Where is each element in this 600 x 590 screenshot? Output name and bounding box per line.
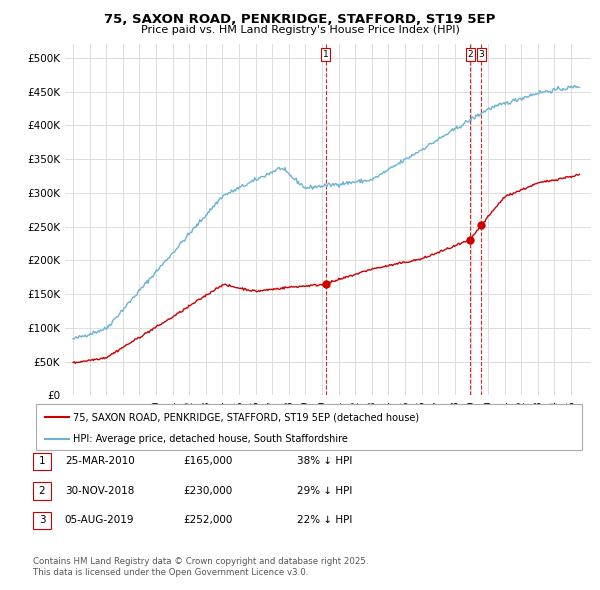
Text: 2: 2 xyxy=(467,50,473,59)
Text: 30-NOV-2018: 30-NOV-2018 xyxy=(65,486,134,496)
Text: 22% ↓ HPI: 22% ↓ HPI xyxy=(297,516,352,525)
Text: HPI: Average price, detached house, South Staffordshire: HPI: Average price, detached house, Sout… xyxy=(73,434,348,444)
Text: This data is licensed under the Open Government Licence v3.0.: This data is licensed under the Open Gov… xyxy=(33,568,308,577)
Text: Contains HM Land Registry data © Crown copyright and database right 2025.: Contains HM Land Registry data © Crown c… xyxy=(33,558,368,566)
Text: 38% ↓ HPI: 38% ↓ HPI xyxy=(297,457,352,466)
Text: 29% ↓ HPI: 29% ↓ HPI xyxy=(297,486,352,496)
Text: 25-MAR-2010: 25-MAR-2010 xyxy=(65,457,134,466)
Text: 1: 1 xyxy=(323,50,329,59)
Text: £165,000: £165,000 xyxy=(183,457,232,466)
Text: 3: 3 xyxy=(478,50,484,59)
Text: 05-AUG-2019: 05-AUG-2019 xyxy=(65,516,134,525)
Text: Price paid vs. HM Land Registry's House Price Index (HPI): Price paid vs. HM Land Registry's House … xyxy=(140,25,460,35)
Text: £230,000: £230,000 xyxy=(183,486,232,496)
Text: 2: 2 xyxy=(38,486,46,496)
Text: 3: 3 xyxy=(38,516,46,525)
Text: 75, SAXON ROAD, PENKRIDGE, STAFFORD, ST19 5EP (detached house): 75, SAXON ROAD, PENKRIDGE, STAFFORD, ST1… xyxy=(73,412,419,422)
Text: 1: 1 xyxy=(38,457,46,466)
Text: 75, SAXON ROAD, PENKRIDGE, STAFFORD, ST19 5EP: 75, SAXON ROAD, PENKRIDGE, STAFFORD, ST1… xyxy=(104,13,496,26)
Text: £252,000: £252,000 xyxy=(183,516,232,525)
